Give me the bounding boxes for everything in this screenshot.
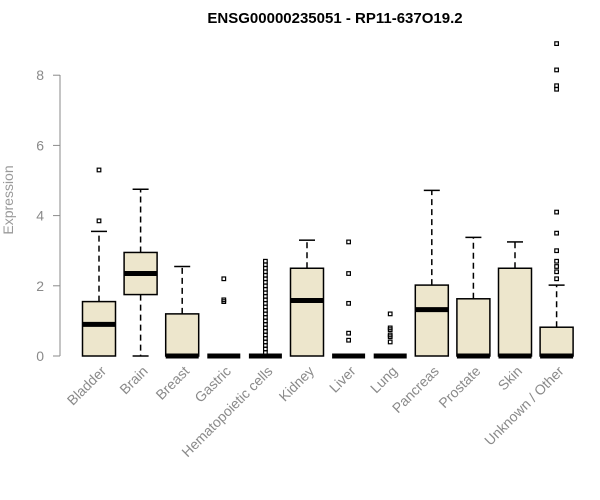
outlier-point — [554, 258, 559, 264]
y-axis-ticks: 0 2 4 6 8 — [36, 67, 60, 364]
outlier-point — [554, 83, 559, 89]
box-gastric — [207, 276, 241, 359]
box-body — [414, 284, 450, 357]
outlier-point — [554, 41, 559, 47]
outlier-point — [554, 264, 559, 269]
box-body — [497, 267, 533, 357]
outlier-point — [346, 300, 351, 306]
box-body — [539, 326, 574, 357]
outlier-point — [387, 332, 393, 338]
outlier-point — [96, 218, 102, 224]
box-bladder — [81, 167, 117, 357]
y-tick-label: 0 — [36, 348, 44, 364]
x-tick-label: Lung — [367, 363, 400, 396]
x-tick-label: Liver — [326, 363, 359, 396]
box-pancreas — [414, 189, 450, 357]
x-tick-label: Bladder — [64, 363, 110, 409]
x-tick-label: Kidney — [276, 363, 318, 405]
outlier-point — [554, 276, 559, 282]
box-body — [81, 300, 117, 357]
outlier-point — [387, 325, 393, 331]
outlier-point — [554, 230, 559, 236]
box-body — [164, 313, 200, 357]
box-kidney — [289, 239, 325, 357]
x-tick-label: Skin — [495, 363, 526, 394]
outlier-point — [346, 337, 351, 343]
box-skin — [497, 241, 533, 359]
x-tick-label: Breast — [152, 363, 192, 403]
box-prostate — [456, 236, 491, 359]
box-brain — [123, 188, 158, 357]
y-tick-label: 2 — [36, 278, 44, 294]
x-tick-label: Unknown / Other — [481, 363, 567, 449]
outlier-point — [346, 271, 351, 276]
outlier-point — [387, 339, 393, 345]
outlier-point — [221, 297, 227, 303]
y-axis-label: Expression — [0, 165, 16, 234]
y-tick-label: 8 — [36, 67, 44, 83]
box-series — [81, 41, 574, 359]
outlier-point — [263, 258, 268, 264]
outlier-point — [554, 248, 559, 254]
box-liver — [332, 239, 366, 359]
box-body — [289, 267, 325, 357]
x-tick-label: Prostate — [435, 363, 483, 411]
outlier-point — [387, 311, 393, 317]
box-body — [456, 298, 491, 357]
box-breast — [164, 265, 200, 359]
box-unknown-other — [539, 41, 574, 359]
outlier-point — [221, 276, 227, 282]
outlier-point — [554, 209, 559, 215]
y-tick-label: 6 — [36, 137, 44, 153]
chart-title: ENSG00000235051 - RP11-637O19.2 — [207, 10, 462, 27]
outlier-point — [554, 67, 559, 73]
outlier-point — [346, 330, 351, 336]
outlier-point — [346, 239, 351, 245]
y-tick-label: 4 — [36, 208, 44, 224]
box-lung — [373, 311, 407, 359]
box-hematopoietic-cells — [248, 258, 282, 359]
outlier-point — [554, 269, 559, 275]
x-tick-label: Brain — [116, 363, 150, 397]
outlier-point — [96, 167, 102, 173]
